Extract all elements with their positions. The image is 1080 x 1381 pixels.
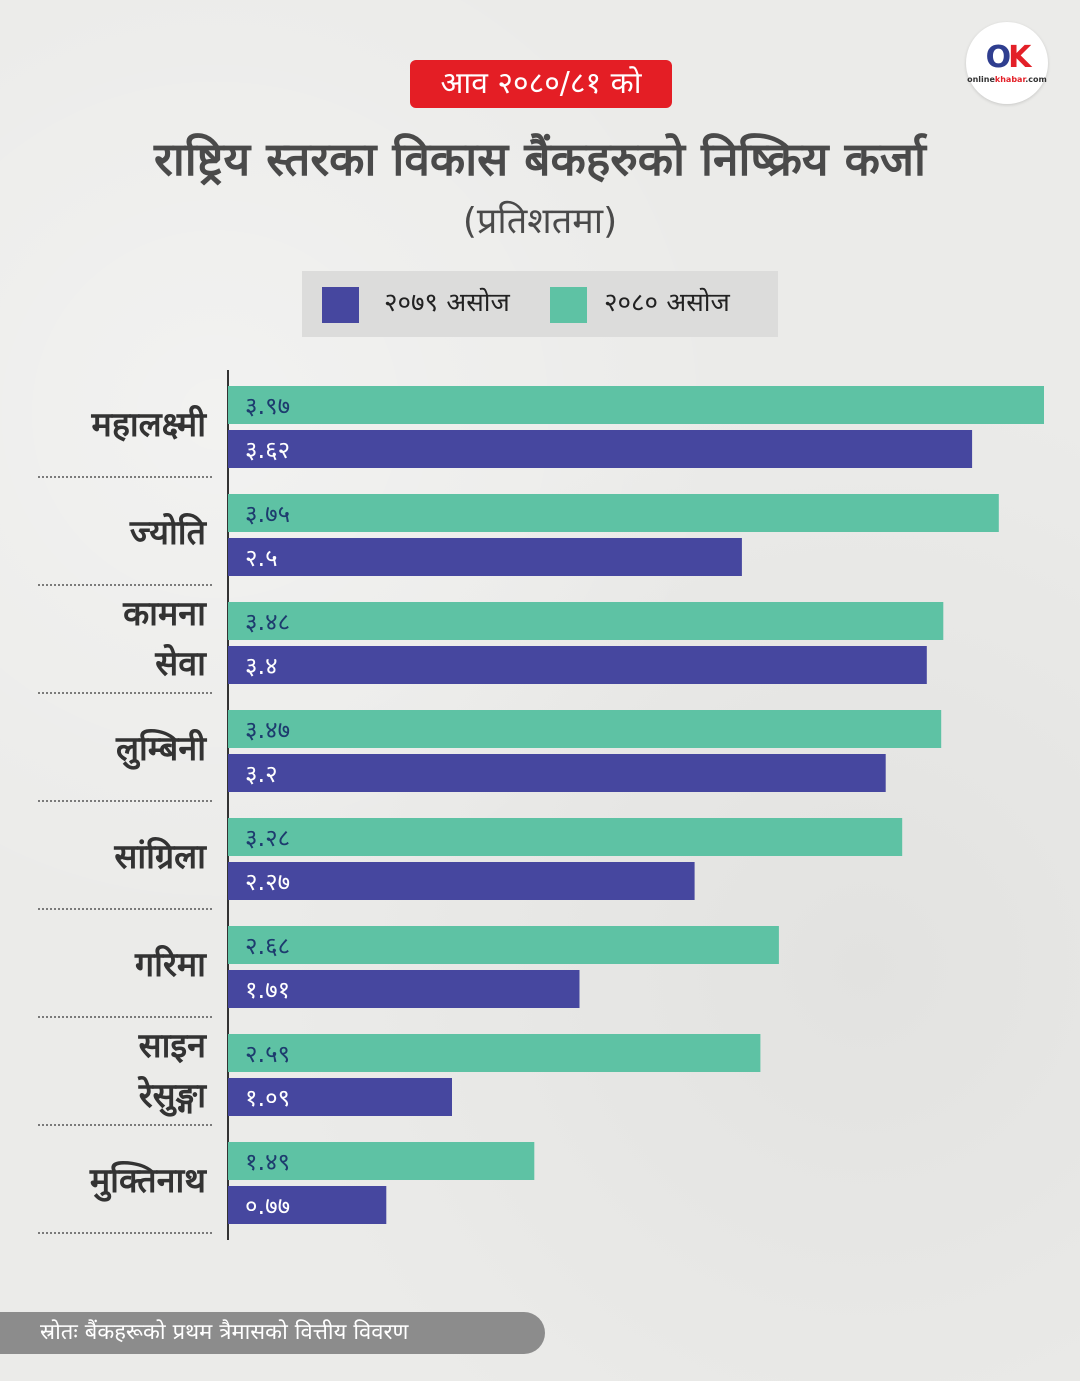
bar-2080-2 (228, 602, 944, 640)
bar-2079-4 (228, 862, 695, 900)
category-label-7: मुक्तिनाथ (89, 1161, 206, 1201)
bar-2080-3 (228, 710, 942, 748)
value-label-2079-4: २.२७ (245, 868, 291, 896)
bar-2079-6 (228, 1078, 452, 1116)
chart-subtitle: (प्रतिशतमा) (462, 201, 618, 242)
value-label-2080-4: ३.२८ (245, 824, 291, 852)
value-label-2080-0: ३.९७ (245, 392, 291, 420)
category-label-1: ज्योति (129, 513, 206, 553)
legend-swatch-2080 (550, 287, 587, 323)
bar-2079-1 (228, 538, 742, 576)
value-label-2080-5: २.६८ (245, 932, 291, 960)
category-label-2-line-1: सेवा (155, 644, 206, 684)
source-note: स्रोतः बैंकहरूको प्रथम त्रैमासको वित्तीय… (0, 1312, 545, 1354)
onlinekhabar-logo: OK onlinekhabar.com (966, 22, 1048, 104)
category-label-6-line-1: रेसुङ्गा (138, 1076, 206, 1116)
logo-mark: OK (985, 39, 1032, 75)
category-label-0: महालक्ष्मी (91, 405, 206, 445)
value-label-2079-5: १.७१ (245, 976, 291, 1004)
value-label-2079-6: १.०९ (245, 1084, 291, 1112)
bar-2079-2 (228, 646, 927, 684)
value-label-2080-6: २.५९ (245, 1040, 291, 1068)
fiscal-year-badge: आव २०८०/८१ को (410, 60, 672, 108)
category-label-2-line-0: कामना (123, 594, 206, 634)
value-label-2079-0: ३.६२ (245, 436, 291, 464)
value-label-2080-2: ३.४८ (245, 608, 291, 636)
chart-title: राष्ट्रिय स्तरका विकास बैंकहरुको निष्क्र… (154, 132, 926, 186)
bar-2080-7 (228, 1142, 535, 1180)
logo-text-khabar: khabar (994, 74, 1026, 84)
legend-label-2079: २०७९ असोज (384, 288, 510, 318)
value-label-2080-7: १.४९ (245, 1148, 291, 1176)
logo-text: onlinekhabar.com (967, 75, 1047, 84)
logo-mark-o: O (985, 39, 1011, 75)
bar-2079-0 (228, 430, 973, 468)
bar-2079-3 (228, 754, 886, 792)
value-label-2079-1: २.५ (245, 544, 278, 572)
value-label-2079-2: ३.४ (245, 652, 278, 680)
legend-swatch-2079 (322, 287, 359, 323)
logo-text-suffix: .com (1025, 74, 1047, 84)
logo-mark-k: K (1008, 39, 1031, 75)
value-label-2079-3: ३.२ (245, 760, 278, 788)
value-label-2080-3: ३.४७ (245, 716, 291, 744)
legend: २०७९ असोज २०८० असोज (302, 271, 778, 337)
value-label-2079-7: ०.७७ (245, 1192, 291, 1220)
bar-2080-0 (228, 386, 1044, 424)
bar-2080-4 (228, 818, 903, 856)
category-label-5: गरिमा (135, 945, 206, 985)
category-label-4: सांग्रिला (114, 837, 206, 877)
category-label-3: लुम्बिनी (116, 729, 206, 769)
category-label-6-line-0: साइन (138, 1026, 206, 1066)
value-label-2080-1: ३.७५ (245, 500, 291, 528)
bar-2080-1 (228, 494, 999, 532)
bar-2080-6 (228, 1034, 761, 1072)
bar-2079-7 (228, 1186, 387, 1224)
legend-label-2080: २०८० असोज (604, 288, 730, 318)
logo-text-online: online (967, 74, 995, 84)
bar-2080-5 (228, 926, 779, 964)
bar-2079-5 (228, 970, 580, 1008)
